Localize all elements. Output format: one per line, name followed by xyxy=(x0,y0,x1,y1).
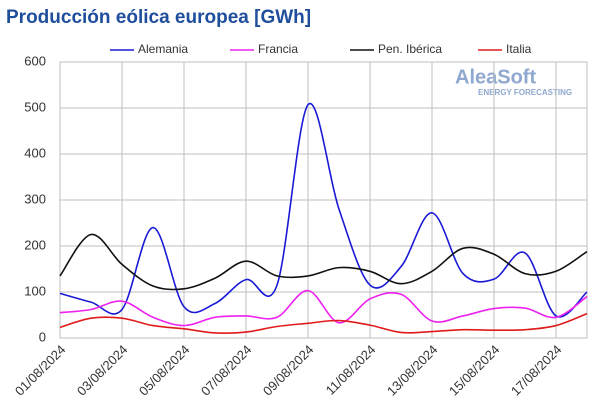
y-tick-label: 400 xyxy=(24,145,46,160)
x-tick-label: 13/08/2024 xyxy=(384,342,441,399)
series-line xyxy=(59,233,588,291)
x-tick-label: 17/08/2024 xyxy=(508,342,565,399)
y-tick-label: 100 xyxy=(24,283,46,298)
x-tick-label: 07/08/2024 xyxy=(198,342,255,399)
y-tick-label: 0 xyxy=(39,329,46,344)
x-tick-label: 09/08/2024 xyxy=(260,342,317,399)
chart-title: Producción eólica europea [GWh] xyxy=(6,7,311,28)
x-tick-label: 03/08/2024 xyxy=(74,342,131,399)
y-tick-label: 600 xyxy=(24,53,46,68)
y-tick-label: 500 xyxy=(24,99,46,114)
plot-border xyxy=(59,61,588,339)
x-tick-label: 05/08/2024 xyxy=(136,342,193,399)
y-tick-label: 200 xyxy=(24,237,46,252)
x-tick-label: 01/08/2024 xyxy=(12,342,69,399)
legend-label: Francia xyxy=(258,42,298,56)
series-line xyxy=(59,312,588,334)
x-tick-label: 11/08/2024 xyxy=(323,342,379,398)
series-line xyxy=(59,102,588,318)
legend-label: Italia xyxy=(506,42,532,56)
y-tick-label: 300 xyxy=(24,191,46,206)
x-tick-label: 15/08/2024 xyxy=(446,342,503,399)
legend-label: Alemania xyxy=(138,42,188,56)
legend-label: Pen. Ibérica xyxy=(378,42,442,56)
series-line xyxy=(59,289,588,327)
watermark-tagline: ENERGY FORECASTING xyxy=(478,88,572,97)
watermark-brand: AleaSoft xyxy=(455,66,536,88)
